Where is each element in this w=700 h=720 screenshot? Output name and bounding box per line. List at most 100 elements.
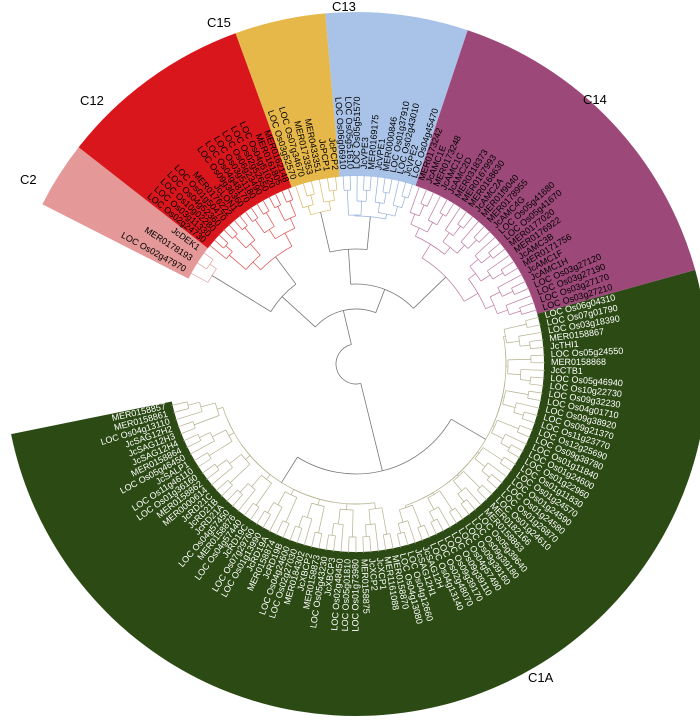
branch-segment	[365, 524, 367, 537]
branch-arc	[468, 278, 487, 309]
branch-arc	[488, 252, 494, 259]
branch-segment	[497, 309, 508, 315]
branch-arc	[460, 499, 467, 505]
branch-segment	[254, 219, 265, 234]
branch-segment	[466, 499, 476, 511]
branch-segment	[399, 509, 404, 523]
branch-segment	[482, 447, 503, 461]
branch-segment	[294, 184, 304, 208]
branch-arc	[519, 307, 523, 315]
branch-segment	[237, 489, 256, 512]
branch-segment	[332, 190, 335, 201]
branch-segment	[193, 452, 208, 462]
branch-segment	[500, 462, 512, 472]
branch-segment	[503, 323, 527, 330]
branch-segment	[385, 214, 387, 220]
branch-segment	[203, 252, 214, 260]
branch-segment	[317, 499, 320, 506]
branch-segment	[463, 471, 481, 488]
branch-segment	[505, 294, 533, 306]
branch-segment	[500, 442, 510, 449]
branch-segment	[453, 480, 462, 491]
branch-segment	[519, 344, 531, 347]
branch-segment	[527, 397, 542, 402]
leaf-label: JcPCP2	[327, 137, 340, 170]
branch-segment	[284, 232, 293, 247]
branch-segment	[266, 474, 271, 480]
clade-label-c2: C2	[20, 172, 37, 187]
branch-arc	[456, 451, 478, 475]
branch-segment	[427, 497, 435, 510]
branch-segment	[213, 239, 224, 249]
branch-arc	[497, 351, 507, 412]
backbone-arc	[315, 308, 376, 328]
branch-segment	[409, 185, 420, 213]
branch-arc	[474, 255, 482, 264]
branch-segment	[374, 502, 376, 509]
branch-segment	[473, 225, 486, 238]
branch-arc	[284, 215, 296, 221]
branch-arc	[245, 239, 256, 249]
branch-layer	[171, 175, 545, 554]
branch-segment	[502, 403, 516, 408]
branch-arc	[365, 523, 376, 526]
branch-segment	[488, 242, 502, 254]
branch-arc	[223, 242, 229, 249]
branch-segment	[504, 267, 519, 277]
clade-label-c13: C13	[332, 0, 356, 14]
branch-segment	[403, 532, 409, 546]
branch-segment	[525, 316, 540, 322]
leaf-label: LOC Os06g06910	[333, 97, 348, 170]
branch-segment	[460, 503, 470, 516]
branch-segment	[277, 206, 286, 221]
branch-segment	[342, 175, 345, 191]
branch-segment	[377, 202, 381, 213]
backbone-segment	[450, 418, 486, 440]
branch-segment	[193, 415, 220, 426]
branch-segment	[226, 489, 238, 502]
branch-segment	[200, 402, 216, 408]
branch-arc	[457, 223, 464, 229]
branch-segment	[255, 510, 265, 525]
branch-segment	[180, 427, 196, 435]
branch-segment	[249, 506, 260, 521]
clade-sector-c1a	[11, 269, 700, 716]
branch-segment	[231, 494, 243, 507]
leaf-label: LOC Os05g51610	[343, 96, 355, 169]
leaf-label: JcTHI1	[550, 339, 579, 351]
branch-segment	[282, 523, 290, 539]
branch-segment	[190, 272, 209, 283]
branch-segment	[439, 490, 453, 511]
branch-segment	[250, 243, 261, 256]
branch-segment	[333, 535, 336, 552]
branch-segment	[511, 280, 527, 289]
branch-segment	[365, 190, 368, 202]
branch-segment	[394, 206, 398, 217]
branch-segment	[171, 401, 188, 406]
branch-segment	[325, 534, 329, 551]
backbone-segment	[275, 256, 297, 285]
branch-segment	[521, 309, 538, 315]
leaf-label: JcXBCP3	[323, 557, 338, 596]
branch-segment	[509, 310, 521, 316]
branch-segment	[234, 236, 247, 249]
branch-arc	[275, 227, 295, 240]
branch-arc	[519, 369, 522, 380]
branch-segment	[318, 506, 325, 533]
branch-segment	[529, 339, 544, 342]
branch-segment	[335, 176, 338, 191]
branch-arc	[214, 463, 220, 470]
branch-segment	[348, 536, 350, 553]
branch-segment	[500, 260, 515, 271]
branch-segment	[275, 520, 284, 536]
branch-arc	[227, 420, 260, 466]
branch-arc	[354, 215, 386, 220]
branch-segment	[209, 263, 217, 269]
branch-segment	[199, 432, 211, 438]
branch-segment	[302, 182, 308, 197]
branch-segment	[340, 524, 344, 553]
branch-segment	[265, 212, 275, 227]
branch-segment	[186, 440, 202, 449]
branch-arc	[473, 237, 480, 243]
